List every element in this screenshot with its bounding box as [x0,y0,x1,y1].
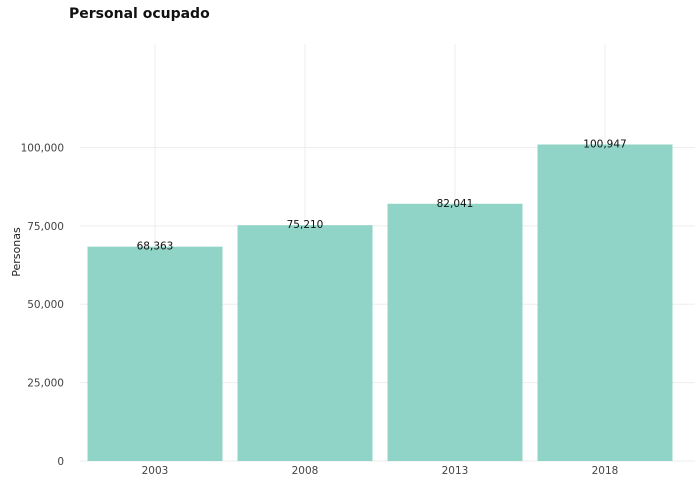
bar-2003 [87,246,223,461]
bar-2013 [387,203,523,461]
x-tick-label-2018: 2018 [592,465,619,477]
data-label-2008: 75,210 [287,219,324,231]
x-tick-label-2003: 2003 [142,465,169,477]
data-label-2003: 68,363 [137,241,174,253]
bar-2018 [537,144,673,461]
x-tick-label-2008: 2008 [292,465,319,477]
data-label-2018: 100,947 [583,138,626,150]
x-tick-label-2013: 2013 [442,465,469,477]
y-tick-label: 25,000 [27,378,64,390]
y-tick-label: 50,000 [27,299,64,311]
data-label-2013: 82,041 [437,198,474,210]
bar-layer [87,144,673,461]
chart-title: Personal ocupado [69,6,210,22]
bar-2008 [237,225,373,461]
y-tick-label: 75,000 [27,221,64,233]
y-tick-label: 0 [57,456,64,468]
y-tick-label: 100,000 [21,142,64,154]
label-layer: 0 25,000 50,000 75,000 100,000 68,363 2003 75,2… [21,138,627,477]
y-axis-title: Personas [10,227,23,277]
